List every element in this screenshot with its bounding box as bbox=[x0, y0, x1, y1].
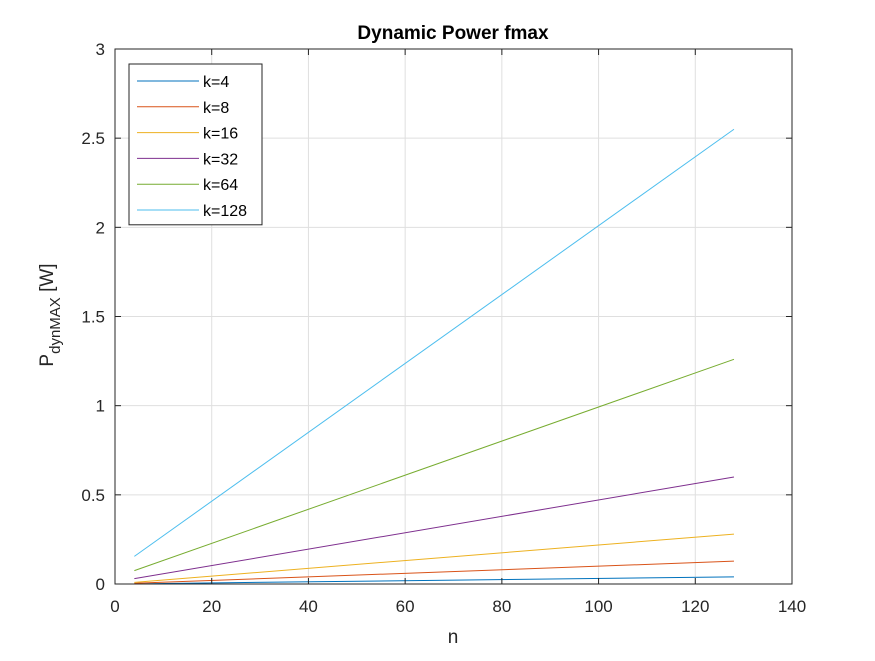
y-tick-label: 1.5 bbox=[81, 308, 105, 327]
y-tick-label: 3 bbox=[96, 40, 105, 59]
series-lines bbox=[134, 128, 735, 585]
y-axis-label-main: P bbox=[37, 354, 58, 367]
x-tick-label: 0 bbox=[110, 597, 119, 616]
x-tick-label: 60 bbox=[396, 597, 415, 616]
y-tick-label: 2 bbox=[96, 218, 105, 237]
legend: k=4 k=8 k=16 k=32 k=64 k=128 bbox=[128, 63, 263, 226]
y-tick-label: 2.5 bbox=[81, 129, 105, 148]
series-line-k-128 bbox=[134, 128, 735, 557]
series-line-k-8 bbox=[134, 560, 734, 584]
y-axis-label: PdynMAX [W] bbox=[37, 263, 64, 366]
y-tick-label: 0 bbox=[96, 575, 105, 594]
chart-title: Dynamic Power fmax bbox=[357, 23, 549, 44]
y-tick-label: 0.5 bbox=[81, 486, 105, 505]
legend-box bbox=[128, 63, 263, 226]
y-axis-label-subscript: dynMAX bbox=[47, 297, 64, 354]
axes bbox=[114, 48, 793, 585]
series-line-k-32 bbox=[134, 476, 735, 580]
x-axis-label: n bbox=[448, 627, 459, 648]
x-tick-label: 100 bbox=[584, 597, 612, 616]
y-tick-label: 1 bbox=[96, 397, 105, 416]
x-tick-label: 120 bbox=[681, 597, 709, 616]
legend-entry-label: k=128 bbox=[203, 203, 247, 220]
legend-entry-label: k=64 bbox=[203, 177, 238, 194]
legend-entry-label: k=16 bbox=[203, 126, 238, 143]
series-line-k-64 bbox=[134, 358, 735, 572]
x-tick-label: 140 bbox=[778, 597, 806, 616]
x-tick-label: 20 bbox=[202, 597, 221, 616]
series-line-k-4 bbox=[134, 576, 734, 585]
y-axis-label-unit: [W] bbox=[37, 263, 58, 297]
legend-entry-label: k=8 bbox=[203, 100, 229, 117]
legend-entry-label: k=4 bbox=[203, 74, 229, 91]
legend-entry-label: k=32 bbox=[203, 151, 238, 168]
tick-labels: 0 20 40 60 80 100 120 140 0 0.5 1 1.5 2 2.5 3 bbox=[81, 40, 806, 616]
series-line-k-16 bbox=[134, 533, 735, 583]
x-tick-label: 40 bbox=[299, 597, 318, 616]
x-tick-label: 80 bbox=[492, 597, 511, 616]
